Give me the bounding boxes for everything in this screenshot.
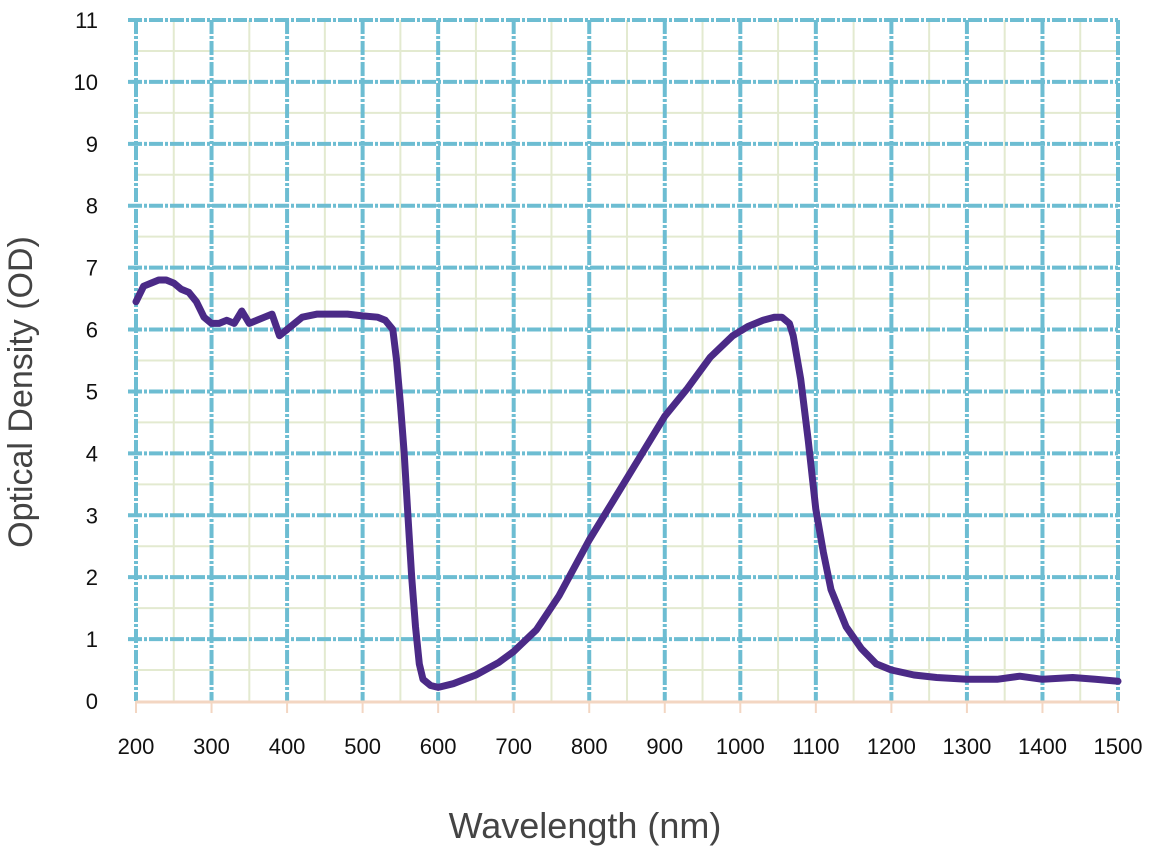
x-tick-label: 500 [344,734,381,759]
x-tick-label: 1400 [1018,734,1067,759]
y-tick-label: 6 [86,318,98,343]
y-tick-label: 3 [86,503,98,528]
x-tick-label: 900 [646,734,683,759]
series [132,276,1122,691]
x-tick-label: 1100 [792,734,839,759]
y-tick-label: 9 [86,132,98,157]
y-tick-label: 11 [75,8,98,33]
y-tick-label: 4 [86,441,98,466]
y-tick-label: 8 [86,194,98,219]
x-tick-label: 700 [495,734,532,759]
y-tick-label: 5 [86,379,98,404]
x-tick-label: 1000 [716,734,765,759]
x-tick-label: 1200 [867,734,916,759]
y-tick-label: 1 [86,627,98,652]
y-tick-label: 0 [86,689,98,714]
y-tick-label: 2 [86,565,98,590]
x-tick-label: 400 [269,734,306,759]
y-tick-labels: 0 1 2 3 4 5 6 7 8 9 10 11 [74,8,98,714]
x-tick-labels: 200 300 400 500 600 700 800 900 1000 1100 1200 1300… [118,734,1143,759]
x-tick-label: 800 [571,734,608,759]
x-tick-label: 600 [420,734,457,759]
grid [128,18,1120,713]
y-tick-label: 10 [74,70,98,95]
y-tick-label: 7 [86,256,98,281]
x-axis-title: Wavelength (nm) [449,805,722,846]
y-axis-title: Optical Density (OD) [2,236,40,548]
od-curve [132,276,1122,691]
x-tick-label: 300 [193,734,230,759]
x-tick-label: 1500 [1094,734,1143,759]
x-tick-label: 1300 [942,734,991,759]
x-tick-label: 200 [118,734,155,759]
